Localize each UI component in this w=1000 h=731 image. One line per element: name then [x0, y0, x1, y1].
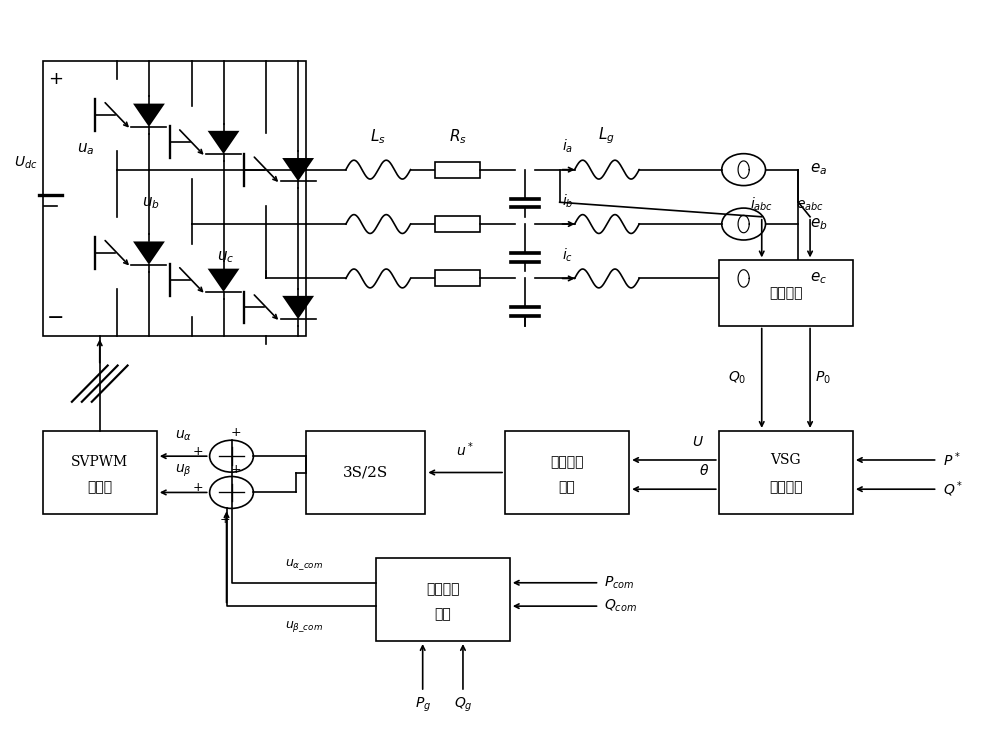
Text: $i_a$: $i_a$: [562, 137, 573, 155]
Polygon shape: [282, 296, 314, 319]
Text: $U$: $U$: [692, 435, 704, 449]
Text: $Q_0$: $Q_0$: [728, 370, 747, 387]
Text: 3S/2S: 3S/2S: [343, 466, 388, 480]
Polygon shape: [282, 158, 314, 181]
Text: $u_b$: $u_b$: [142, 195, 160, 211]
Text: +: +: [231, 426, 241, 439]
Text: $P_{com}$: $P_{com}$: [604, 575, 635, 591]
Text: $e_a$: $e_a$: [810, 162, 827, 178]
Text: $u^*$: $u^*$: [456, 441, 474, 460]
Text: $u_{\alpha}$: $u_{\alpha}$: [175, 428, 192, 443]
Text: SVPWM: SVPWM: [71, 455, 128, 469]
Bar: [435, 270, 480, 287]
Text: $P_g$: $P_g$: [415, 696, 431, 714]
Bar: [719, 260, 853, 325]
Text: 功率计算: 功率计算: [769, 286, 803, 300]
Polygon shape: [133, 104, 165, 127]
Text: $u_{\beta\_com}$: $u_{\beta\_com}$: [285, 619, 323, 635]
Text: 直接功率: 直接功率: [426, 583, 460, 596]
Text: $Q_g$: $Q_g$: [454, 696, 472, 714]
Text: 合成: 合成: [559, 480, 576, 494]
Text: $u_c$: $u_c$: [217, 250, 234, 265]
Text: 控制: 控制: [434, 607, 451, 621]
Polygon shape: [208, 131, 239, 154]
Text: 调制器: 调制器: [87, 480, 112, 494]
Bar: [376, 558, 510, 641]
Text: $e_{abc}$: $e_{abc}$: [796, 199, 824, 213]
Text: +: +: [231, 463, 241, 476]
Text: $i_{abc}$: $i_{abc}$: [750, 196, 773, 213]
Text: $R_s$: $R_s$: [449, 128, 467, 146]
Text: +: +: [192, 481, 203, 494]
Text: +: +: [192, 445, 203, 458]
Text: 控制算法: 控制算法: [769, 480, 803, 494]
Text: $Q_{com}$: $Q_{com}$: [604, 598, 637, 614]
Polygon shape: [208, 269, 239, 292]
Text: $U_{dc}$: $U_{dc}$: [14, 154, 38, 170]
Bar: [43, 431, 157, 514]
Text: $e_b$: $e_b$: [810, 216, 828, 232]
Text: +: +: [48, 70, 63, 88]
Text: −: −: [47, 308, 64, 328]
Text: $u_{\alpha\_com}$: $u_{\alpha\_com}$: [285, 557, 323, 572]
Text: $\theta$: $\theta$: [699, 463, 709, 478]
Text: $u_a$: $u_a$: [77, 141, 95, 156]
Bar: [43, 61, 306, 336]
Text: $L_g$: $L_g$: [598, 126, 615, 146]
Bar: [435, 162, 480, 178]
Polygon shape: [133, 241, 165, 265]
Text: VSG: VSG: [771, 453, 801, 467]
Text: $P_0$: $P_0$: [815, 370, 831, 387]
Text: $u_{\beta}$: $u_{\beta}$: [175, 463, 192, 480]
Text: $P^*$: $P^*$: [943, 451, 960, 469]
Text: $i_c$: $i_c$: [562, 246, 573, 264]
Text: +: +: [220, 512, 230, 526]
Text: 调制电压: 调制电压: [550, 455, 584, 469]
Text: $Q^*$: $Q^*$: [943, 480, 963, 499]
Text: $e_c$: $e_c$: [810, 270, 827, 287]
Bar: [306, 431, 425, 514]
Text: $i_b$: $i_b$: [562, 192, 573, 210]
Bar: [719, 431, 853, 514]
Bar: [435, 216, 480, 232]
Text: $L_s$: $L_s$: [370, 128, 386, 146]
Bar: [505, 431, 629, 514]
